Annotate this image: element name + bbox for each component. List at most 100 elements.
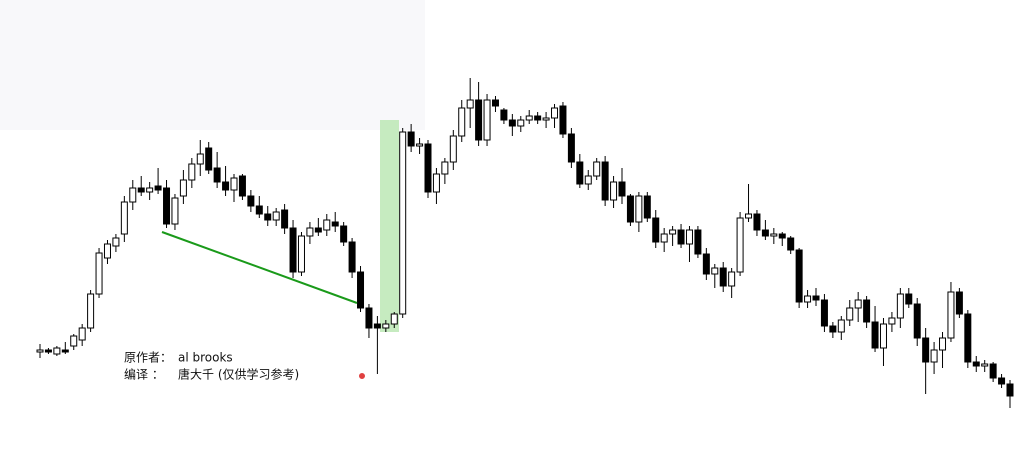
candle-body (610, 181, 618, 201)
candle-body (441, 161, 449, 175)
candle-body (736, 217, 744, 273)
candle-body (475, 99, 483, 141)
candle-body (745, 213, 753, 219)
trend-line (161, 231, 358, 304)
note-label: 原作者： (124, 351, 172, 365)
candle-body (635, 195, 643, 223)
candle-body (255, 205, 263, 215)
candle-body (146, 187, 154, 193)
candle-body (357, 271, 365, 309)
candle-body (922, 337, 930, 363)
candle-body (61, 349, 69, 353)
candle-body (205, 147, 213, 171)
candle-body (424, 143, 432, 193)
candle-body (171, 197, 179, 225)
candle-body (213, 167, 221, 183)
candle-body (348, 241, 356, 273)
candle-body (685, 229, 693, 245)
candle-body (567, 133, 575, 163)
candle-body (601, 161, 609, 201)
candle-body (416, 143, 424, 147)
candle-body (36, 349, 44, 353)
candle-body (728, 271, 736, 287)
candle-body (390, 313, 398, 325)
candle-body (593, 161, 601, 177)
candle-body (534, 115, 542, 121)
highlight-box (380, 120, 399, 332)
marker-dot (358, 372, 366, 380)
candle-body (44, 349, 52, 353)
candle-body (297, 235, 305, 273)
candle-body (964, 313, 972, 363)
note-label: 编译 ： (124, 367, 164, 382)
candle-body (525, 115, 533, 121)
candle-body (323, 219, 331, 231)
candle-body (770, 233, 778, 237)
candle-body (846, 307, 854, 321)
candle-body (559, 105, 567, 135)
candle-body (188, 163, 196, 181)
candle-body (879, 323, 887, 349)
candle-body (281, 209, 289, 229)
candle-body (365, 307, 373, 329)
candle-body (112, 237, 120, 247)
candle-body (163, 187, 171, 225)
candle-body (331, 221, 339, 227)
candle-body (660, 233, 668, 243)
candle-body (863, 299, 871, 323)
candle-body (407, 131, 415, 147)
candle-body (551, 107, 559, 119)
candle-body (618, 181, 626, 197)
note-box (118, 348, 313, 386)
candle-body (179, 179, 187, 197)
candle-body (989, 363, 997, 379)
candle-body (778, 233, 786, 239)
candle-body (491, 99, 499, 107)
candle-body (399, 131, 407, 315)
candle-body (78, 327, 86, 341)
candle-body (129, 187, 137, 203)
candle-body (314, 227, 322, 233)
candle-body (905, 293, 913, 305)
candle-body (761, 229, 769, 237)
candle-body (222, 181, 230, 191)
candle-body (458, 107, 466, 137)
candle-body (871, 321, 879, 349)
candle-body (196, 153, 204, 165)
candles (36, 78, 1014, 408)
note-value: 唐大千 (仅供学习参考) (178, 367, 299, 382)
candle-body (103, 243, 111, 259)
candle-body (702, 253, 710, 275)
candle-body (972, 361, 980, 367)
candle-body (643, 195, 651, 219)
candle-body (896, 293, 904, 319)
candle-body (373, 323, 381, 329)
candle-body (120, 201, 128, 235)
candle-body (711, 267, 719, 275)
candle-body (820, 299, 828, 327)
candle-body (981, 363, 989, 367)
candle-body (449, 135, 457, 163)
note-value: al brooks (178, 351, 233, 365)
candle-body (53, 347, 61, 355)
candle-body (677, 229, 685, 245)
candle-body (289, 227, 297, 273)
candle-body (753, 213, 761, 231)
candle-body (382, 323, 390, 329)
candle-body (795, 249, 803, 303)
candle-body (264, 213, 272, 221)
candle-body (466, 99, 474, 109)
candle-body (230, 177, 238, 191)
candle-body (955, 291, 963, 315)
candle-body (517, 119, 525, 127)
background-panel (0, 0, 425, 130)
candle-body (939, 337, 947, 351)
candle-body (719, 267, 727, 287)
candle-body (340, 225, 348, 243)
candle-body (669, 229, 677, 235)
candle-body (837, 319, 845, 333)
candle-body (70, 335, 78, 347)
candle-body (787, 237, 795, 251)
